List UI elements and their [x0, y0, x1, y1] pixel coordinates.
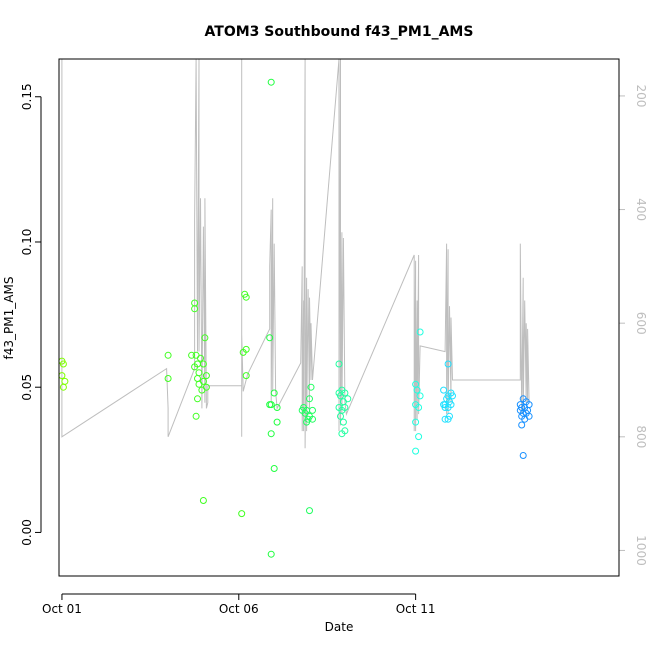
data-point [412, 418, 420, 426]
y-tick-label: 0.10 [20, 229, 34, 256]
data-point [303, 418, 311, 426]
data-point [441, 415, 449, 423]
data-point [338, 430, 346, 438]
data-point [192, 351, 200, 359]
data-point [191, 305, 199, 313]
data-point [197, 354, 204, 362]
data-point [337, 412, 344, 420]
data-point [344, 395, 352, 403]
data-point [337, 392, 344, 400]
data-point [59, 383, 67, 391]
data-point [201, 334, 209, 342]
data-point [242, 293, 250, 301]
data-point [307, 383, 315, 391]
data-point [270, 465, 278, 472]
data-point [412, 447, 420, 455]
data-point [242, 345, 250, 353]
data-point [238, 510, 246, 518]
data-point [270, 389, 278, 397]
data-point [309, 406, 316, 414]
data-point [415, 404, 423, 411]
data-point [273, 418, 281, 426]
data-point [444, 415, 452, 423]
plot-frame [58, 58, 620, 577]
data-point [192, 412, 200, 420]
y-tick-label: 0.15 [20, 83, 34, 110]
chart-title: ATOM3 Southbound f43_PM1_AMS [205, 24, 474, 40]
data-point [59, 360, 67, 368]
data-point [61, 377, 69, 385]
data-point [519, 452, 527, 459]
data-point [306, 507, 313, 515]
y-tick-label: 0.05 [20, 374, 34, 401]
data-point [416, 328, 424, 336]
secondary-tick-label: 1000 [634, 535, 648, 566]
data-point [444, 404, 452, 411]
data-points [58, 78, 533, 558]
data-point [273, 404, 281, 411]
secondary-tick-label: 200 [634, 84, 648, 107]
data-point [449, 392, 456, 400]
data-point [195, 380, 203, 388]
data-point [191, 363, 199, 371]
data-point [164, 351, 172, 359]
data-point [518, 421, 526, 429]
data-point [416, 392, 424, 400]
data-point [441, 404, 449, 411]
x-axis-label: Date [325, 620, 354, 634]
data-point [194, 395, 201, 403]
data-point [266, 401, 274, 409]
x-tick-label: Oct 01 [42, 602, 82, 616]
data-point [309, 415, 316, 423]
secondary-tick-label: 600 [634, 312, 648, 335]
secondary-tick-label: 800 [634, 425, 648, 448]
data-point [266, 334, 274, 342]
data-point [415, 433, 423, 441]
data-point [335, 360, 343, 368]
data-point [267, 550, 275, 558]
axes: Oct 01 Oct 06 Oct 11 0.00 0.05 0.10 0.15 200 400… [20, 83, 648, 615]
x-tick-label: Oct 06 [219, 602, 259, 616]
data-point [444, 360, 452, 368]
data-point [339, 398, 347, 406]
data-point [198, 386, 206, 394]
secondary-series [61, 58, 530, 449]
data-point [267, 430, 275, 438]
data-point [188, 351, 196, 359]
x-tick-label: Oct 11 [396, 602, 436, 616]
data-point [306, 395, 313, 403]
y-tick-label: 0.00 [20, 519, 34, 546]
data-point [521, 415, 529, 423]
data-point [440, 386, 448, 394]
data-point [199, 497, 207, 504]
y-axis-label: f43_PM1_AMS [2, 277, 16, 360]
data-point [164, 375, 172, 382]
data-point [195, 369, 203, 377]
secondary-tick-label: 400 [634, 198, 648, 221]
data-point [194, 375, 201, 382]
data-point [202, 372, 210, 380]
altitude-line [61, 58, 530, 449]
data-point [242, 372, 250, 380]
data-point [267, 78, 275, 86]
data-point [199, 360, 207, 368]
data-point [339, 418, 347, 426]
data-point [413, 386, 421, 394]
